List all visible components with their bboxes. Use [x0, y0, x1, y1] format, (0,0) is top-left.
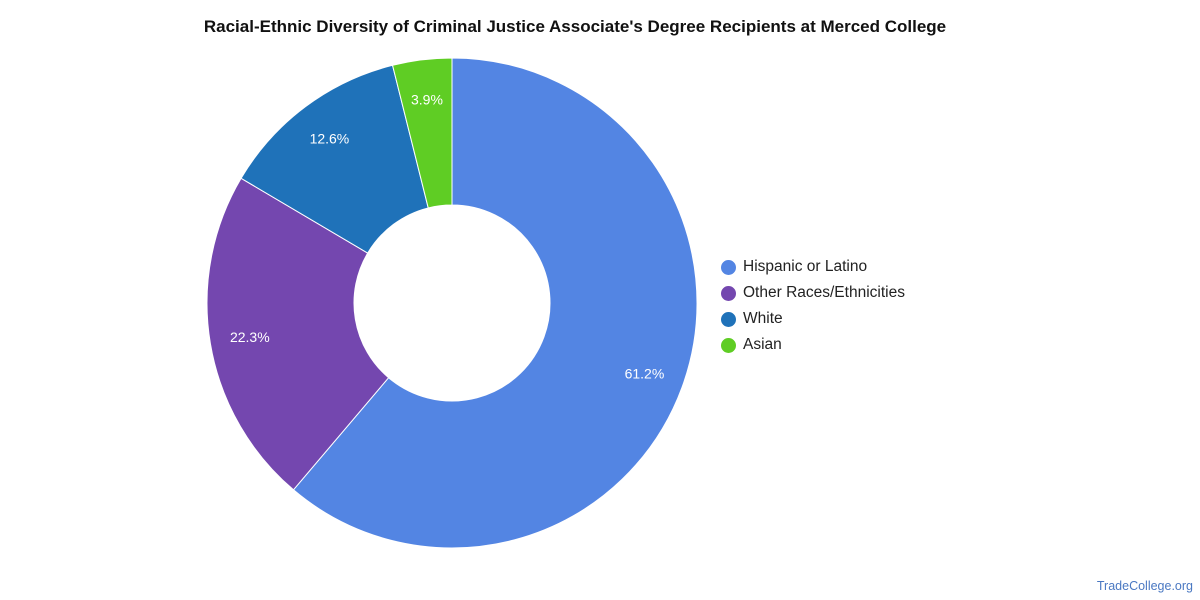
slice-label-other-races-ethnicities: 22.3%: [230, 329, 270, 345]
watermark[interactable]: TradeCollege.org: [1096, 579, 1193, 593]
chart-legend: Hispanic or Latino Other Races/Ethnicitie…: [721, 254, 905, 358]
slice-label-asian: 3.9%: [411, 92, 443, 108]
legend-item-hispanic-or-latino[interactable]: Hispanic or Latino: [721, 254, 905, 280]
slice-label-white: 12.6%: [310, 131, 350, 147]
slice-asian[interactable]: [391, 57, 453, 209]
legend-swatch: [721, 285, 736, 301]
slice-white[interactable]: [240, 64, 429, 254]
legend-item-asian[interactable]: Asian: [721, 332, 905, 358]
slice-hispanic-or-latino[interactable]: [292, 57, 698, 549]
slice-label-hispanic-or-latino: 61.2%: [625, 366, 665, 382]
legend-swatch: [721, 337, 736, 353]
legend-item-white[interactable]: White: [721, 306, 905, 332]
legend-item-other-races-ethnicities[interactable]: Other Races/Ethnicities: [721, 280, 905, 306]
legend-swatch: [721, 311, 736, 327]
legend-label: Other Races/Ethnicities: [743, 284, 905, 301]
legend-label: White: [743, 310, 783, 327]
legend-label: Asian: [743, 336, 782, 353]
legend-swatch: [721, 259, 736, 275]
slice-other-races-ethnicities[interactable]: [206, 177, 390, 491]
chart-title: Racial-Ethnic Diversity of Criminal Just…: [203, 17, 947, 36]
legend-label: Hispanic or Latino: [743, 258, 868, 275]
